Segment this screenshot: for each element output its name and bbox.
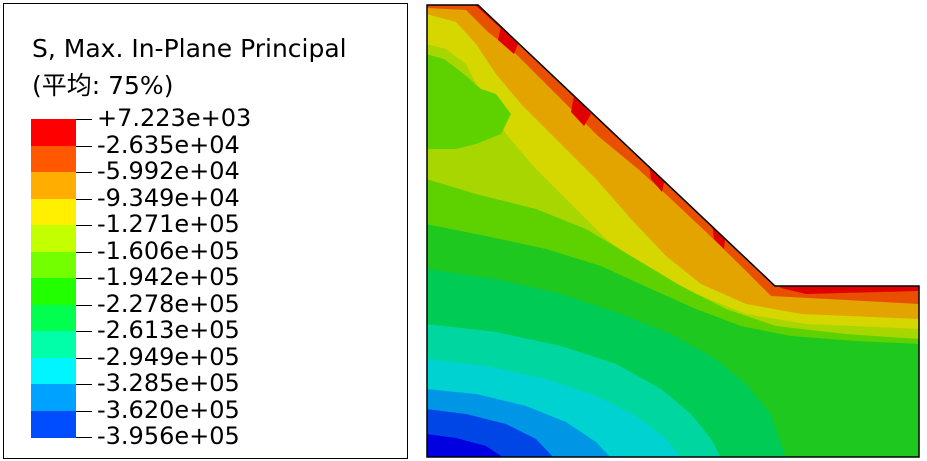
color-swatch [31,251,76,279]
color-swatch [31,410,76,438]
legend-tick [76,251,92,253]
legend-value: -2.949e+05 [97,342,240,371]
legend-value: -5.992e+04 [97,157,240,185]
legend-tick [76,410,92,412]
legend-tick [76,331,92,332]
contour-band [571,96,591,126]
color-bar [31,119,76,438]
legend-tick [76,384,92,385]
legend-value: -3.956e+05 [97,422,240,450]
contour-band [498,26,518,54]
stress-contour-plot [426,4,920,458]
color-swatch [31,119,76,146]
legend-tick [76,278,92,279]
color-swatch [31,384,76,411]
color-swatch [31,304,76,332]
legend-tick [76,357,92,359]
contour-bands [427,5,919,457]
legend-value: -1.606e+05 [97,236,240,265]
legend-tick [76,119,92,120]
legend-value: -2.278e+05 [97,289,240,318]
color-swatch [31,172,76,199]
slope-outline [426,4,920,458]
color-swatch [31,278,76,305]
legend-tick [76,225,92,226]
contour-band [427,434,504,457]
legend-value: -2.613e+05 [97,316,240,344]
legend-tick [76,304,92,306]
legend-value: -3.620e+05 [97,395,240,424]
color-swatch [31,198,76,226]
legend-value: -2.635e+04 [97,130,240,159]
legend-title: S, Max. In-Plane Principal [32,34,347,63]
legend-tick [76,198,92,200]
legend-tick [76,145,92,147]
contour-band [427,54,511,149]
legend-value: +7.223e+03 [97,104,252,132]
legend-value: -1.271e+05 [97,210,240,238]
legend-panel: S, Max. In-Plane Principal (平均: 75%) +7.… [3,3,408,459]
legend-subtitle: (平均: 75%) [32,71,174,100]
color-swatch [31,145,76,173]
legend-tick [76,437,92,438]
color-swatch [31,357,76,385]
legend-value: -3.285e+05 [97,369,240,397]
legend-tick [76,172,92,173]
legend-value: -1.942e+05 [97,263,240,291]
color-swatch [31,225,76,252]
legend-value: -9.349e+04 [97,183,240,212]
color-swatch [31,331,76,358]
